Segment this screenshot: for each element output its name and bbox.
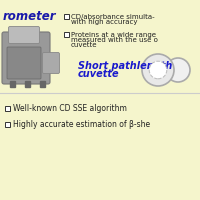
Text: Highly accurate estimation of β-she: Highly accurate estimation of β-she xyxy=(13,120,150,129)
Circle shape xyxy=(149,61,167,79)
Text: cuvette: cuvette xyxy=(71,42,98,48)
Bar xyxy=(25,81,30,87)
Bar xyxy=(64,14,69,19)
Bar xyxy=(10,81,15,87)
FancyBboxPatch shape xyxy=(42,52,60,73)
Text: Well-known CD SSE algorithm: Well-known CD SSE algorithm xyxy=(13,104,127,113)
FancyBboxPatch shape xyxy=(8,26,40,44)
Text: Proteins at a wide range: Proteins at a wide range xyxy=(71,31,156,38)
Text: rometer: rometer xyxy=(3,10,57,23)
Bar xyxy=(64,32,69,37)
Circle shape xyxy=(142,54,174,86)
Text: CD/absorbance simulta-: CD/absorbance simulta- xyxy=(71,14,155,20)
Text: Short pathlength: Short pathlength xyxy=(78,61,172,71)
FancyBboxPatch shape xyxy=(7,47,41,79)
Circle shape xyxy=(166,58,190,82)
Text: cuvette: cuvette xyxy=(78,69,120,79)
Text: with high accuracy: with high accuracy xyxy=(71,19,138,25)
Bar xyxy=(5,106,10,111)
Bar xyxy=(5,122,10,127)
FancyBboxPatch shape xyxy=(2,32,50,84)
Text: measured with the use o: measured with the use o xyxy=(71,37,158,43)
Bar xyxy=(40,81,45,87)
